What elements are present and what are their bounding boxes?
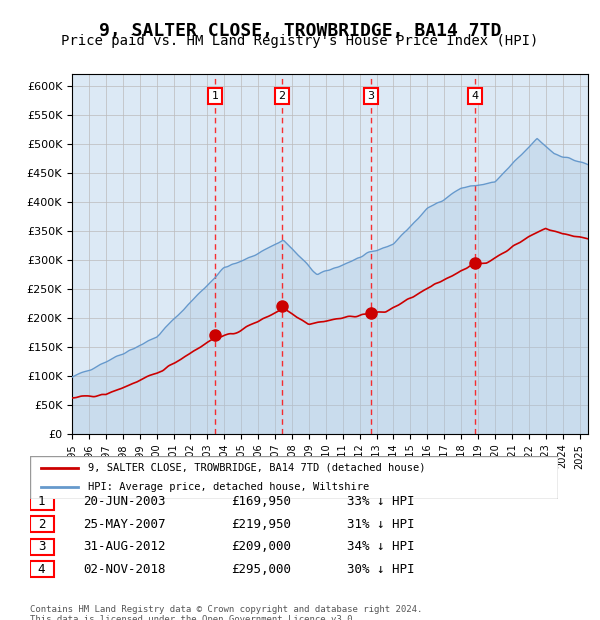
Text: Contains HM Land Registry data © Crown copyright and database right 2024.
This d: Contains HM Land Registry data © Crown c… bbox=[30, 604, 422, 620]
Text: 9, SALTER CLOSE, TROWBRIDGE, BA14 7TD: 9, SALTER CLOSE, TROWBRIDGE, BA14 7TD bbox=[99, 22, 501, 40]
FancyBboxPatch shape bbox=[30, 516, 54, 533]
Text: 31-AUG-2012: 31-AUG-2012 bbox=[83, 540, 166, 553]
Text: 4: 4 bbox=[38, 563, 46, 576]
Text: 4: 4 bbox=[472, 91, 479, 101]
Text: 20-JUN-2003: 20-JUN-2003 bbox=[83, 495, 166, 508]
Text: 25-MAY-2007: 25-MAY-2007 bbox=[83, 518, 166, 531]
Text: £209,000: £209,000 bbox=[230, 540, 290, 553]
Text: 33% ↓ HPI: 33% ↓ HPI bbox=[347, 495, 415, 508]
Text: 2: 2 bbox=[38, 518, 46, 531]
FancyBboxPatch shape bbox=[30, 539, 54, 555]
FancyBboxPatch shape bbox=[30, 561, 54, 577]
Text: 3: 3 bbox=[367, 91, 374, 101]
Text: HPI: Average price, detached house, Wiltshire: HPI: Average price, detached house, Wilt… bbox=[88, 482, 370, 492]
Text: 9, SALTER CLOSE, TROWBRIDGE, BA14 7TD (detached house): 9, SALTER CLOSE, TROWBRIDGE, BA14 7TD (d… bbox=[88, 463, 425, 473]
FancyBboxPatch shape bbox=[30, 494, 54, 510]
Text: £219,950: £219,950 bbox=[230, 518, 290, 531]
Text: 1: 1 bbox=[212, 91, 219, 101]
FancyBboxPatch shape bbox=[30, 456, 558, 499]
Text: 31% ↓ HPI: 31% ↓ HPI bbox=[347, 518, 415, 531]
Text: 02-NOV-2018: 02-NOV-2018 bbox=[83, 563, 166, 576]
Text: £295,000: £295,000 bbox=[230, 563, 290, 576]
Text: 2: 2 bbox=[278, 91, 286, 101]
Text: 3: 3 bbox=[38, 540, 46, 553]
Text: Price paid vs. HM Land Registry's House Price Index (HPI): Price paid vs. HM Land Registry's House … bbox=[61, 34, 539, 48]
Text: £169,950: £169,950 bbox=[230, 495, 290, 508]
Text: 34% ↓ HPI: 34% ↓ HPI bbox=[347, 540, 415, 553]
Text: 1: 1 bbox=[38, 495, 46, 508]
Text: 30% ↓ HPI: 30% ↓ HPI bbox=[347, 563, 415, 576]
